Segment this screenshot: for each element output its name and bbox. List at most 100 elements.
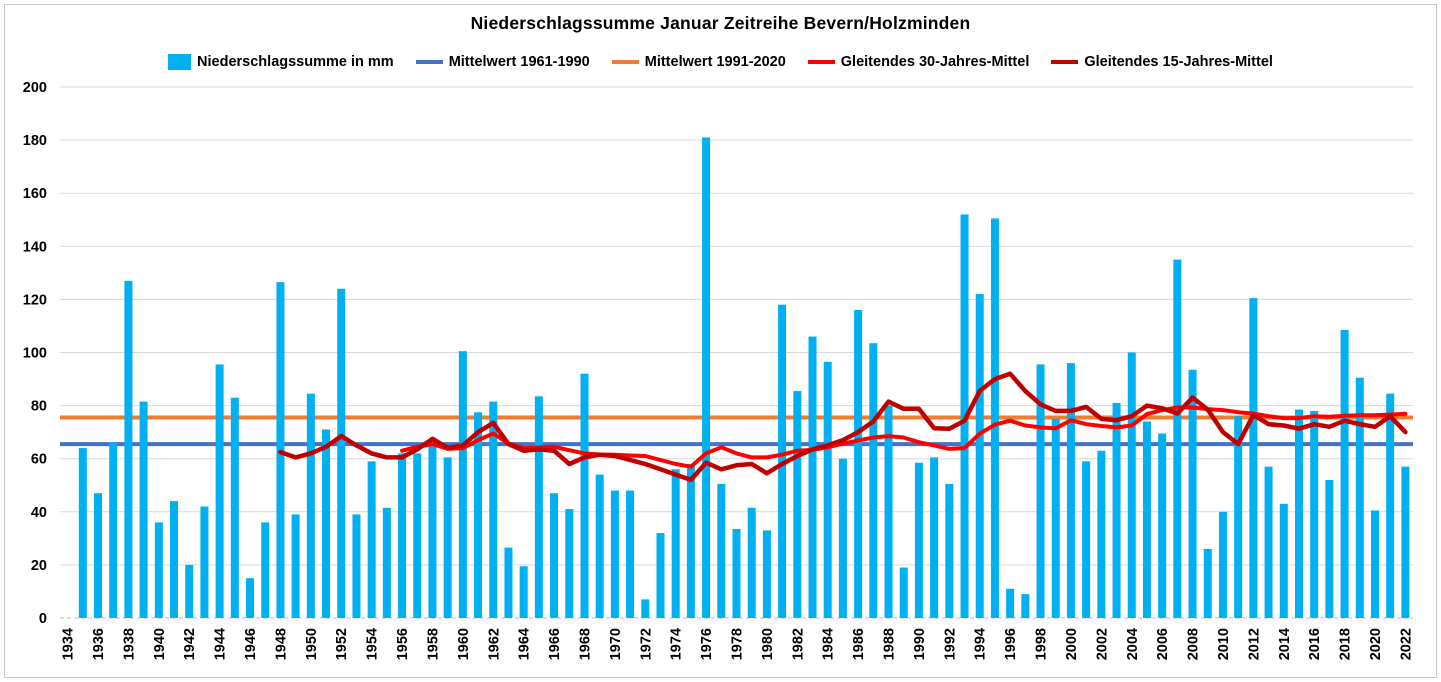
bar-1990 [914,462,923,618]
bar-1977 [717,483,726,618]
moving-30yr-line [400,405,1408,469]
bar-1937 [109,442,118,618]
bar-2014 [1279,503,1288,618]
x-axis-label: 1984 [821,628,837,660]
y-axis-label: 180 [23,133,47,149]
x-axis-label: 2022 [1398,628,1414,660]
bar-1947 [261,522,270,618]
bar-1940 [154,522,163,618]
x-axis-label: 1938 [121,628,137,660]
x-axis-label: 1986 [851,628,867,660]
bar-1951 [322,429,331,618]
bar-1959 [443,457,452,618]
bar-1982 [793,390,802,618]
bar-1981 [778,304,787,618]
x-axis-label: 1968 [577,628,593,660]
legend-label: Mittelwert 1961-1990 [448,54,590,70]
bar-1991 [930,457,939,618]
bar-1971 [626,490,635,618]
x-axis-label: 1934 [61,628,77,660]
bar-1994 [975,294,984,618]
bar-1997 [1021,594,1030,618]
x-axis-label: 2018 [1338,628,1354,660]
bar-1973 [656,533,665,618]
legend: Niederschlagssumme in mm Mittelwert 1961… [0,54,1441,70]
x-axis-label: 1946 [243,628,259,660]
bar-2020 [1370,510,1379,618]
bar-2019 [1355,377,1364,618]
bar-2003 [1112,402,1121,618]
x-axis-label: 1954 [365,628,381,660]
legend-item-moving-30yr: Gleitendes 30-Jahres-Mittel [807,54,1029,70]
bar-2001 [1082,461,1091,618]
bar-1961 [474,412,483,618]
bar-1964 [519,566,528,618]
bar-1953 [352,514,361,618]
bar-1949 [291,514,300,618]
bar-1935 [78,448,87,618]
legend-label: Niederschlagssumme in mm [197,54,394,70]
bar-1965 [534,396,543,618]
bar-1980 [762,530,771,618]
bar-2016 [1310,410,1319,618]
bar-2005 [1142,421,1151,618]
x-axis-label: 2020 [1368,628,1384,660]
x-axis-label: 2016 [1307,628,1323,660]
bar-1988 [884,405,893,618]
bar-2012 [1249,298,1258,618]
x-axis-label: 1992 [942,628,958,660]
moving-15yr-line [278,371,1408,483]
x-axis-label: 1998 [1034,628,1050,660]
bar-1954 [367,461,376,618]
bar-1989 [899,567,908,618]
bar-2015 [1294,409,1303,618]
bar-1978 [732,529,741,618]
bar-1952 [337,288,346,618]
y-axis-label: 100 [23,346,47,362]
bar-1960 [458,351,467,618]
x-axis-label: 2014 [1277,628,1293,660]
legend-item-moving-15yr: Gleitendes 15-Jahres-Mittel [1051,54,1273,70]
bar-1974 [671,469,680,618]
x-axis-label: 1982 [790,628,806,660]
chart-title: Niederschlagssumme Januar Zeitreihe Beve… [470,13,971,33]
y-axis-label: 140 [23,239,47,255]
x-axis-label: 1958 [425,628,441,660]
bar-1944 [215,364,224,618]
x-axis-label: 1948 [273,628,289,660]
x-axis-label: 2010 [1216,628,1232,660]
line-swatch-icon [1051,60,1079,64]
x-axis-label: 1950 [304,628,320,660]
bar-1966 [550,493,559,618]
bar-1962 [489,401,498,618]
x-axis-label: 1976 [699,628,715,660]
bar-2021 [1386,393,1395,618]
legend-item-mean-1961-1990: Mittelwert 1961-1990 [415,54,590,70]
bar-1998 [1036,364,1045,618]
bar-1955 [382,507,391,618]
x-axis-label: 1966 [547,628,563,660]
x-axis-label: 2006 [1155,628,1171,660]
bar-1946 [246,578,255,618]
legend-item-mean-1991-2020: Mittelwert 1991-2020 [611,54,786,70]
bar-1987 [869,343,878,618]
bar-1968 [580,373,589,618]
bar-1958 [428,440,437,618]
line-swatch-icon [611,60,639,64]
y-axis-label: 0 [39,611,47,627]
bar-2010 [1218,511,1227,618]
bar-1941 [170,501,179,618]
bar-1995 [990,218,999,619]
bar-2011 [1234,416,1243,618]
x-axis-label: 1980 [760,628,776,660]
x-axis-label: 1970 [608,628,624,660]
x-axis-label: 1972 [638,628,654,660]
bar-1999 [1051,418,1060,618]
bar-2013 [1264,466,1273,618]
bar-2004 [1127,352,1136,618]
x-axis-label: 1996 [1003,628,1019,660]
x-axis-label: 1940 [152,628,168,660]
y-axis-label: 120 [23,292,47,308]
bar-1957 [413,453,422,618]
